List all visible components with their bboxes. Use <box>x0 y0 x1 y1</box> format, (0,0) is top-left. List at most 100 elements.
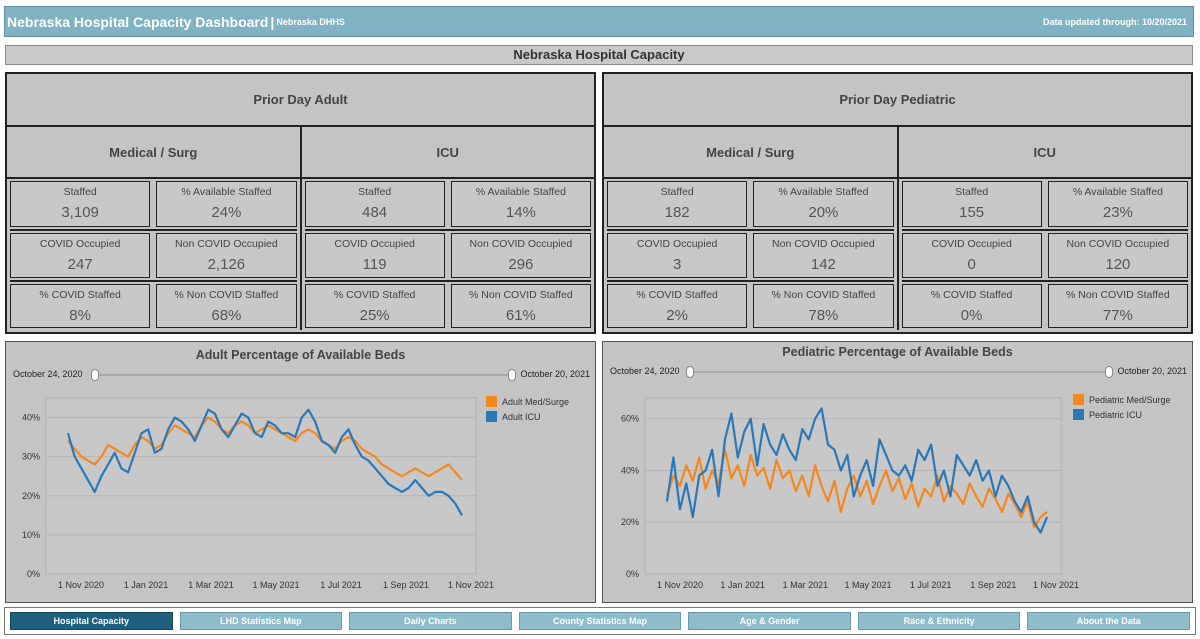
plot-area <box>45 397 477 575</box>
adult-date-range-slider[interactable]: October 24, 2020 October 20, 2021 <box>13 368 590 382</box>
metric-value: 77% <box>1102 306 1133 324</box>
legend-swatch <box>486 411 497 422</box>
metric-label: COVID Occupied <box>636 238 718 251</box>
metric-card[interactable]: Staffed 155 <box>901 181 1042 228</box>
metric-card[interactable]: Staffed 484 <box>304 181 445 228</box>
dashboard-subtitle: Nebraska DHHS <box>276 16 345 27</box>
tab-age-gender[interactable]: Age & Gender <box>688 612 851 630</box>
tab-lhd-statistics-map[interactable]: LHD Statistics Map <box>179 612 343 630</box>
pediatric-capacity-panel: Prior Day Pediatric Medical / Surg ICU S… <box>602 72 1193 334</box>
y-tick-label: 40% <box>22 413 40 423</box>
metric-card[interactable]: Non COVID Occupied 296 <box>450 233 591 278</box>
metric-value: 25% <box>359 306 390 324</box>
metric-value: 24% <box>211 204 242 221</box>
x-tick-label: 1 Nov 2020 <box>657 580 703 590</box>
adult-line-chart[interactable]: 0% 10% 20% 30% 40% 1 Nov 2020 1 Jan 2021 1 Mar … <box>6 388 595 600</box>
slider-track[interactable] <box>692 371 1113 373</box>
legend-item[interactable]: Pediatric ICU <box>1073 407 1171 422</box>
pediatric-line-chart[interactable]: 0% 20% 40% 60% 1 Nov 2020 1 Jan 2021 1 Mar 202… <box>603 388 1192 600</box>
metric-label: % Available Staffed <box>1072 186 1163 198</box>
adult-range-start-label: October 24, 2020 <box>13 369 83 379</box>
section-title: Nebraska Hospital Capacity <box>5 45 1193 65</box>
x-tick-label: 1 Mar 2021 <box>188 580 234 590</box>
pediatric-date-range-slider[interactable]: October 24, 2020 October 20, 2021 <box>610 365 1187 379</box>
x-tick-label: 1 Mar 2021 <box>783 580 829 590</box>
metric-card[interactable]: Non COVID Occupied 120 <box>1047 233 1188 278</box>
pediatric-icu-heading: ICU <box>896 127 1192 177</box>
metric-card[interactable]: Staffed 3,109 <box>10 181 151 228</box>
legend-label: Pediatric ICU <box>1089 409 1143 420</box>
y-tick-label: 0% <box>27 569 40 579</box>
tab-about-the-data[interactable]: About the Data <box>1027 612 1191 630</box>
metric-card[interactable]: % COVID Staffed 25% <box>304 283 445 328</box>
metric-value: 119 <box>362 256 387 274</box>
slider-start-handle[interactable] <box>91 369 99 381</box>
x-tick-label: 1 Nov 2021 <box>1033 580 1079 590</box>
pediatric-range-end-label: October 20, 2021 <box>1117 366 1187 376</box>
pediatric-chart-legend: Pediatric Med/Surge Pediatric ICU <box>1073 392 1171 422</box>
metric-value: 3 <box>672 256 682 274</box>
metric-value: 0 <box>967 256 976 274</box>
metric-card[interactable]: Non COVID Occupied 142 <box>753 233 894 278</box>
adult-medsurg-group: Staffed 3,109 % Available Staffed 24% COVI… <box>7 179 300 330</box>
metric-card[interactable]: Non COVID Occupied 2,126 <box>156 233 297 278</box>
slider-end-handle[interactable] <box>1105 366 1113 378</box>
metric-label: % Available Staffed <box>778 186 869 198</box>
title-separator: | <box>270 13 275 30</box>
metric-label: % Non COVID Staffed <box>771 288 876 301</box>
metric-value: 20% <box>808 204 839 221</box>
adult-capacity-panel: Prior Day Adult Medical / Surg ICU Staff… <box>5 72 596 334</box>
legend-item[interactable]: Adult Med/Surge <box>486 394 569 409</box>
legend-item[interactable]: Adult ICU <box>486 409 569 424</box>
metric-label: Staffed <box>955 186 989 198</box>
metric-card[interactable]: % Non COVID Staffed 78% <box>753 283 894 328</box>
metric-card[interactable]: % COVID Staffed 2% <box>607 283 748 328</box>
metric-card[interactable]: COVID Occupied 0 <box>901 233 1042 278</box>
pediatric-range-start-label: October 24, 2020 <box>610 366 680 376</box>
legend-label: Pediatric Med/Surge <box>1089 394 1171 405</box>
metric-card[interactable]: COVID Occupied 247 <box>10 233 151 278</box>
metric-card[interactable]: % Available Staffed 24% <box>156 181 297 228</box>
metric-label: % Available Staffed <box>181 186 272 198</box>
adult-icu-group: Staffed 484 % Available Staffed 14% COVID … <box>299 179 595 330</box>
metric-label: Staffed <box>63 186 97 198</box>
metric-value: 484 <box>362 204 388 221</box>
metric-card[interactable]: Staffed 182 <box>607 181 748 228</box>
tab-daily-charts[interactable]: Daily Charts <box>349 612 512 630</box>
metric-label: Non COVID Occupied <box>1066 238 1170 251</box>
metric-card[interactable]: % Non COVID Staffed 77% <box>1047 283 1188 328</box>
metric-label: COVID Occupied <box>334 238 415 251</box>
metric-label: % COVID Staffed <box>39 288 121 301</box>
metric-card[interactable]: COVID Occupied 119 <box>304 233 445 278</box>
metric-value: 78% <box>808 306 839 324</box>
legend-item[interactable]: Pediatric Med/Surge <box>1073 392 1171 407</box>
tab-hospital-capacity[interactable]: Hospital Capacity <box>10 612 173 630</box>
dashboard-title: Nebraska Hospital Capacity Dashboard <box>7 13 269 30</box>
tab-race-ethnicity[interactable]: Race & Ethnicity <box>857 612 1021 630</box>
metric-card[interactable]: % COVID Staffed 8% <box>10 283 151 328</box>
slider-end-handle[interactable] <box>508 369 516 381</box>
legend-swatch <box>486 396 497 407</box>
x-tick-label: 1 May 2021 <box>252 580 299 590</box>
legend-label: Adult Med/Surge <box>502 396 570 407</box>
metric-value: 3,109 <box>61 204 99 221</box>
slider-track[interactable] <box>97 374 516 376</box>
metric-card[interactable]: % Non COVID Staffed 68% <box>156 283 297 328</box>
x-tick-label: 1 Jan 2021 <box>124 580 169 590</box>
metric-card[interactable]: COVID Occupied 3 <box>607 233 748 278</box>
metric-value: 247 <box>67 256 93 274</box>
slider-start-handle[interactable] <box>686 366 694 378</box>
metric-card[interactable]: % Available Staffed 23% <box>1047 181 1188 228</box>
adult-medsurg-heading: Medical / Surg <box>109 144 198 160</box>
tab-county-statistics-map[interactable]: County Statistics Map <box>518 612 682 630</box>
y-tick-label: 20% <box>22 491 40 501</box>
metric-value: 296 <box>508 256 534 274</box>
x-tick-label: 1 Jan 2021 <box>720 580 765 590</box>
metric-card[interactable]: % Available Staffed 14% <box>450 181 591 228</box>
metric-label: % COVID Staffed <box>333 288 416 301</box>
metric-card[interactable]: % COVID Staffed 0% <box>901 283 1042 328</box>
y-tick-label: 40% <box>621 465 639 475</box>
metric-card[interactable]: % Non COVID Staffed 61% <box>450 283 591 328</box>
metric-card[interactable]: % Available Staffed 20% <box>753 181 894 228</box>
legend-swatch <box>1073 409 1084 420</box>
